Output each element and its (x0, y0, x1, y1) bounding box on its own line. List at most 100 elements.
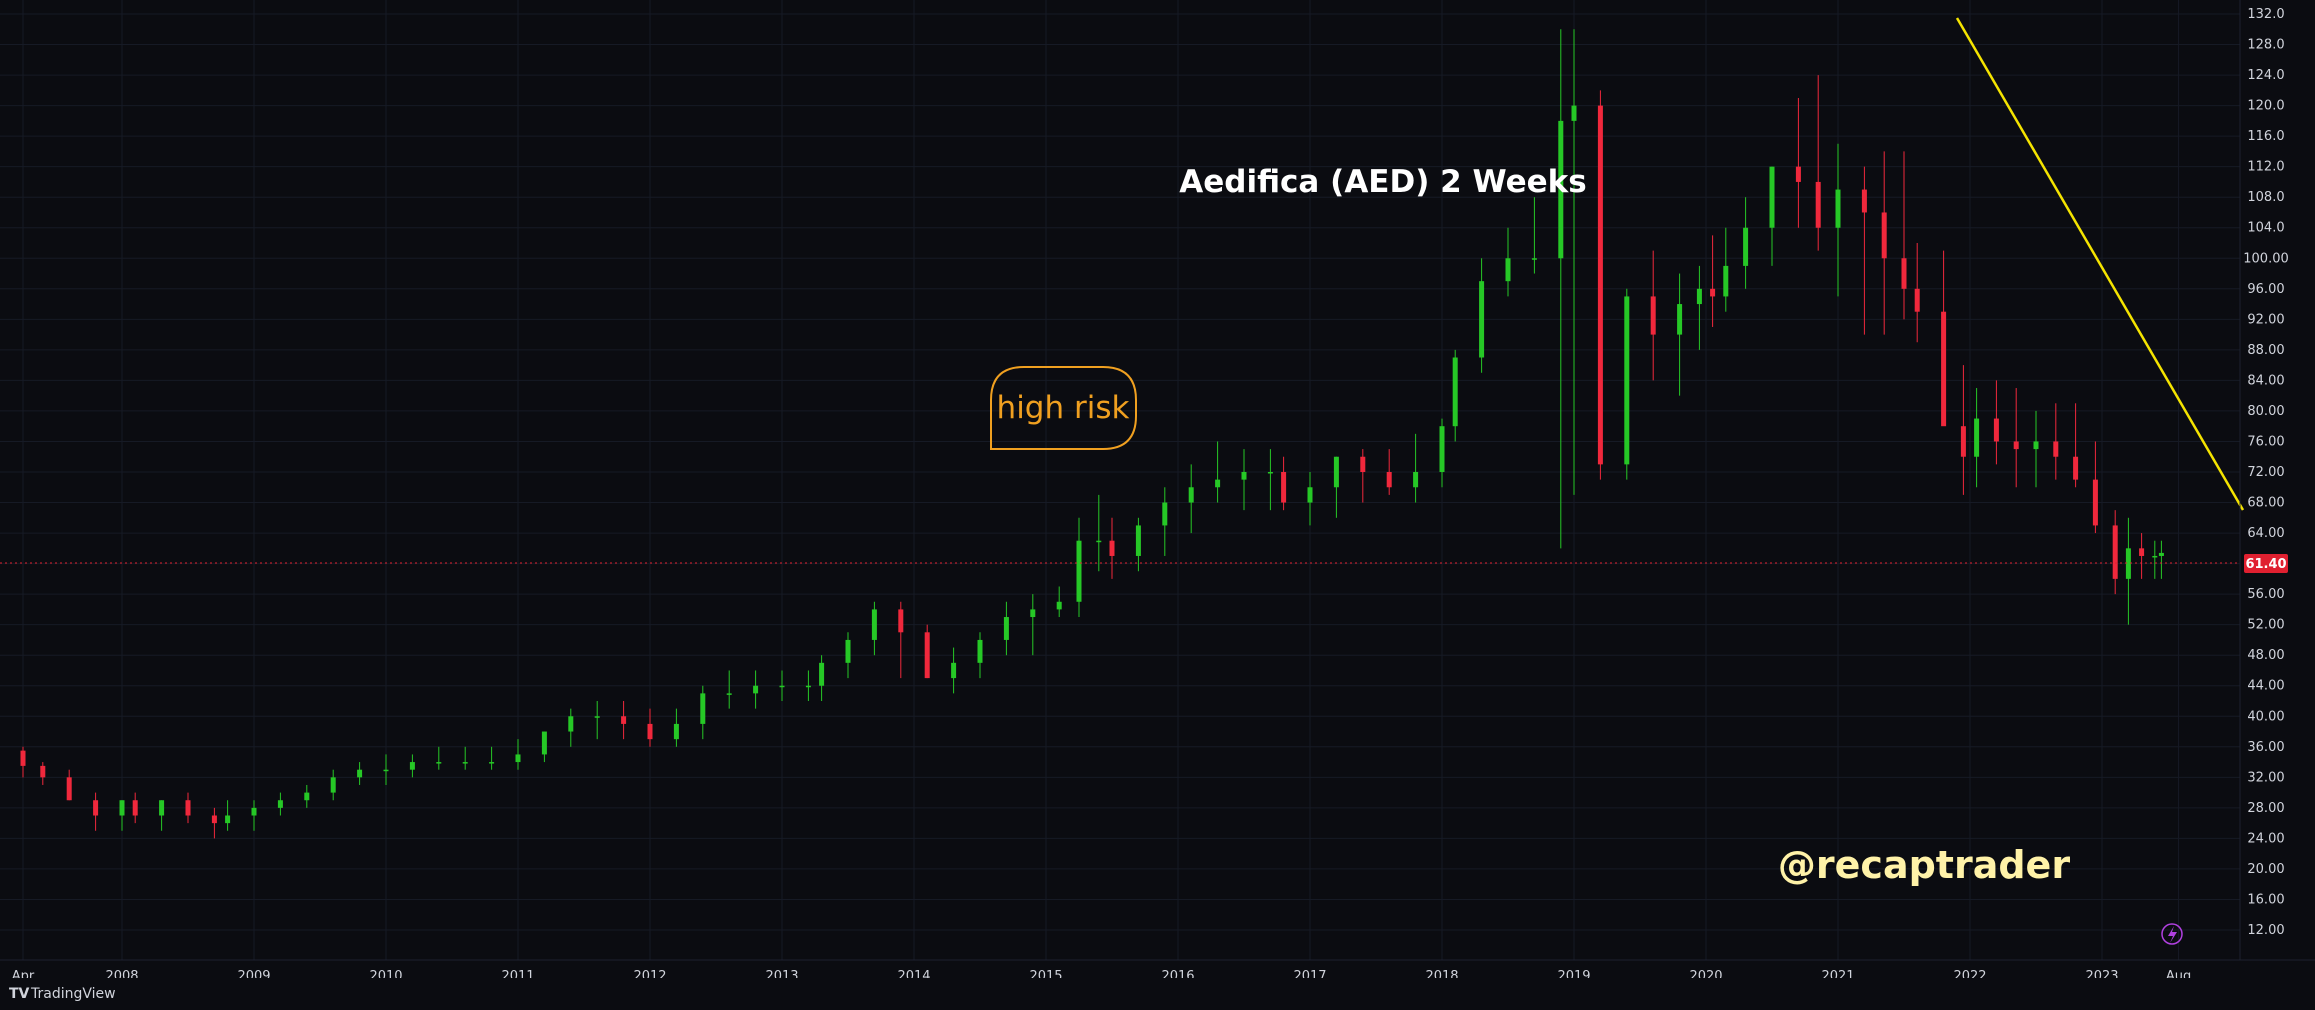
candle-body (805, 685, 811, 688)
candle-body (2013, 441, 2019, 450)
price-label-box (2244, 554, 2288, 573)
candle-body (1597, 105, 1603, 465)
candle-body (1413, 472, 1419, 488)
y-tick-label: 84.00 (2247, 373, 2284, 388)
candle-body (1993, 418, 1999, 442)
candle-body (1710, 288, 1716, 297)
candle-body (1901, 258, 1907, 289)
candle-body (2112, 525, 2118, 579)
candle-body (594, 716, 600, 718)
candles-layer (20, 29, 2164, 839)
candle-body (1795, 166, 1801, 182)
candle-body (621, 716, 627, 724)
candle-body (159, 800, 165, 816)
y-tick-label: 104.0 (2247, 221, 2284, 236)
candle-body (1003, 617, 1009, 640)
y-tick-label: 68.00 (2247, 496, 2284, 511)
y-tick-label: 88.00 (2247, 343, 2284, 358)
candle-body (1452, 357, 1458, 427)
y-tick-label: 36.00 (2247, 740, 2284, 755)
candle-body (647, 723, 653, 740)
y-tick-label: 80.00 (2247, 404, 2284, 419)
lightning-icon-glyph (2168, 926, 2177, 943)
y-tick-label: 28.00 (2247, 801, 2284, 816)
tradingview-logo-icon: TV (9, 986, 30, 1002)
candle-body (977, 639, 983, 663)
candle-body (119, 800, 125, 816)
y-tick-label: 40.00 (2247, 709, 2284, 724)
candle-body (819, 662, 825, 686)
candle-body (251, 807, 257, 816)
candle-body (568, 716, 574, 732)
candle-body (2073, 456, 2079, 480)
candle-body (436, 762, 442, 764)
candle-body (1960, 426, 1966, 457)
lightning-icon[interactable] (2161, 923, 2183, 945)
y-tick-label: 124.0 (2247, 68, 2284, 83)
candle-body (1267, 472, 1273, 474)
candle-body (726, 693, 732, 695)
candle-body (753, 685, 759, 694)
candle-body (1941, 311, 1947, 427)
candle-body (489, 762, 495, 764)
candle-body (1386, 472, 1392, 488)
candle-body (1333, 456, 1339, 488)
watermark-text: @recaptrader (1778, 843, 2070, 887)
candle-body (1881, 212, 1887, 259)
y-tick-label: 72.00 (2247, 465, 2284, 480)
y-tick-label: 32.00 (2247, 770, 2284, 785)
candle-body (1281, 472, 1287, 503)
candle-body (40, 765, 46, 778)
candle-body (2092, 479, 2098, 526)
candle-body (2139, 548, 2145, 556)
note-text: high risk (997, 390, 1130, 426)
candle-body (330, 777, 336, 793)
y-tick-label: 64.00 (2247, 526, 2284, 541)
y-tick-label: 12.00 (2247, 923, 2284, 938)
y-tick-label: 92.00 (2247, 312, 2284, 327)
tradingview-brand[interactable]: TradingView (30, 986, 116, 1002)
y-tick-label: 112.0 (2247, 160, 2284, 175)
candle-body (20, 750, 26, 766)
candle-body (1439, 426, 1445, 472)
candle-body (1650, 296, 1656, 335)
candle-body (845, 639, 851, 663)
note-bubble[interactable] (990, 366, 1137, 450)
y-tick-label: 76.00 (2247, 434, 2284, 449)
candle-body (1696, 288, 1702, 305)
candle-body (211, 815, 217, 824)
candle-body (924, 632, 930, 679)
candle-body (132, 800, 138, 816)
y-tick-label: 48.00 (2247, 648, 2284, 663)
candle-body (700, 693, 706, 724)
trendline[interactable] (1955, 17, 2245, 511)
grid-lines (0, 0, 2240, 960)
y-tick-label: 16.00 (2247, 892, 2284, 907)
candle-body (409, 762, 415, 770)
candle-body (1531, 258, 1537, 260)
candle-body (1360, 456, 1366, 472)
candle-body (1076, 540, 1082, 602)
y-tick-label: 56.00 (2247, 587, 2284, 602)
candle-body (1215, 479, 1221, 488)
candle-body (1135, 525, 1141, 556)
y-tick-label: 96.00 (2247, 282, 2284, 297)
candle-body (673, 723, 679, 740)
candle-body (1974, 418, 1980, 457)
candle-body (1743, 227, 1749, 266)
y-axis-ticks: 132.0 128.0 124.0 120.0 116.0 112.0 108.0 104.0… (2243, 7, 2289, 938)
candle-body (1030, 609, 1036, 618)
candle-body (2125, 548, 2131, 579)
candle-body (1914, 288, 1920, 312)
price-label: 61.40 (2245, 557, 2286, 572)
candle-body (1479, 281, 1485, 358)
candle-body (2152, 555, 2158, 558)
candle-body (304, 792, 310, 801)
candle-body (2158, 552, 2164, 556)
candle-body (383, 769, 389, 772)
footer-bar (0, 978, 2315, 1010)
candle-body (898, 609, 904, 633)
candle-body (2033, 441, 2039, 450)
candle-body (1307, 487, 1313, 503)
